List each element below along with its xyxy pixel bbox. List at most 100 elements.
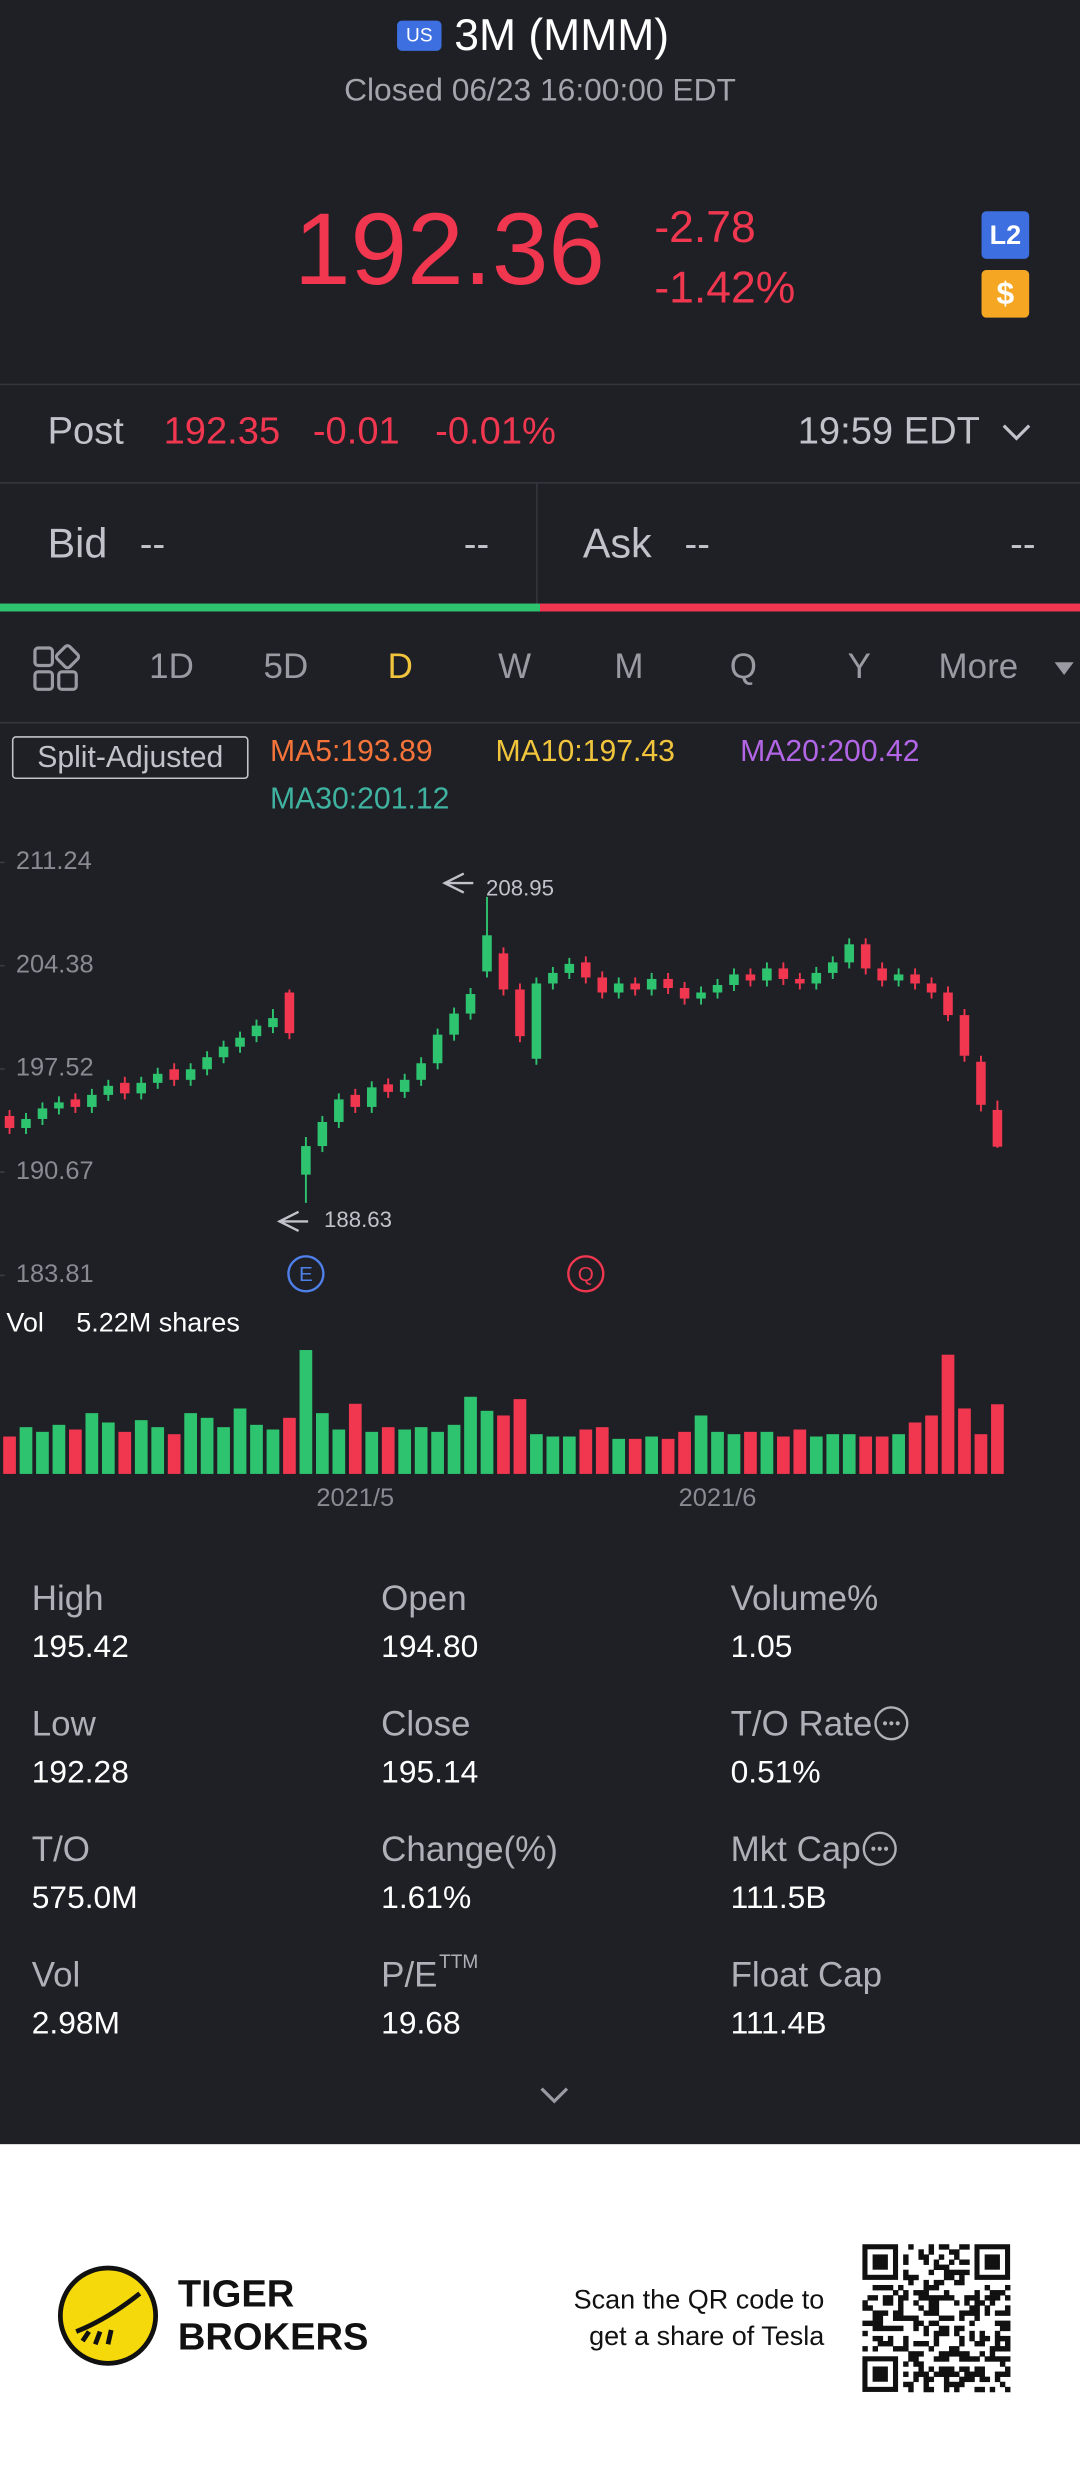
promo-line1: Scan the QR code to [574, 2285, 825, 2315]
qr-cell [948, 2259, 955, 2265]
ask-size: -- [1010, 523, 1035, 565]
tab[interactable]: Q [730, 647, 757, 686]
post-time[interactable]: 19:59 EDT [798, 411, 980, 453]
tab[interactable]: Y [848, 647, 871, 686]
volume-bar [908, 1422, 922, 1474]
l2-badge[interactable]: L2 [990, 220, 1022, 250]
layout-icon[interactable] [33, 644, 81, 691]
ma-label: MA30:201.12 [270, 782, 449, 815]
info-icon[interactable] [862, 1831, 897, 1866]
volume-bar [777, 1436, 790, 1474]
qr-cell [872, 2310, 879, 2316]
qr-cell [1005, 2346, 1011, 2352]
qr-cell [862, 2346, 868, 2352]
qr-cell [877, 2315, 884, 2321]
volume-bar [809, 1436, 823, 1474]
post-chevron[interactable] [1002, 424, 1031, 441]
qr-cell [989, 2356, 996, 2362]
tab[interactable]: 5D [264, 647, 309, 686]
y-tick-label: 190.67 [16, 1157, 94, 1185]
volume-bar [579, 1429, 593, 1474]
qr-cell [943, 2269, 950, 2276]
qr-cell [887, 2300, 894, 2306]
adjustment[interactable]: Split-Adjusted [37, 741, 223, 774]
qr-cell [933, 2284, 940, 2291]
qr-cell [999, 2325, 1006, 2332]
qr-cell [948, 2351, 955, 2357]
qr-cell [913, 2371, 919, 2377]
volume-bar [447, 1424, 461, 1474]
tab[interactable]: D [388, 647, 413, 686]
volume-bar [217, 1427, 230, 1474]
candle-body [366, 1087, 377, 1107]
candle-body [268, 1018, 278, 1028]
qr-cell [974, 2341, 980, 2347]
volume-bar [283, 1417, 296, 1474]
qr-cell [872, 2325, 879, 2332]
qr-cell [898, 2325, 904, 2332]
qr-cell [1005, 2335, 1011, 2342]
expand-chevron[interactable] [540, 2087, 569, 2104]
adjustment-box[interactable] [11, 736, 249, 780]
volume-bar [645, 1436, 659, 1474]
qr-cell [964, 2371, 970, 2377]
stat-label: Low [32, 1705, 97, 1744]
candle-body [992, 1109, 1003, 1147]
qr-cell [984, 2335, 991, 2342]
qr-cell [867, 2305, 873, 2311]
qr-cell [933, 2341, 940, 2347]
qr-cell [933, 2356, 940, 2362]
qr-cell [923, 2330, 929, 2337]
tab[interactable]: W [498, 647, 531, 686]
candle-body [827, 962, 838, 973]
qr-cell [974, 2371, 980, 2377]
event-label: Q [578, 1263, 594, 1286]
qr-cell [933, 2279, 940, 2286]
qr-cell [943, 2356, 950, 2362]
qr-cell [913, 2361, 919, 2367]
qr-cell [999, 2320, 1006, 2327]
qr-cell [943, 2315, 950, 2321]
qr-cell [903, 2341, 909, 2347]
volume-bar [974, 1434, 988, 1474]
qr-cell [938, 2330, 945, 2337]
candle-body [762, 968, 772, 981]
candle-body [4, 1115, 15, 1128]
qr-cell [999, 2381, 1006, 2388]
volume-bar [925, 1415, 938, 1474]
qr-cell [974, 2356, 980, 2362]
volume-bar [546, 1436, 560, 1474]
qr-cell [933, 2259, 940, 2265]
qr-cell [898, 2310, 904, 2316]
tab[interactable]: More [939, 647, 1019, 686]
promo-line2: get a share of Tesla [589, 2321, 825, 2351]
more-arrow[interactable] [1054, 662, 1074, 676]
candle-body [597, 977, 608, 993]
qr-cell [984, 2310, 991, 2316]
qr-cell [938, 2244, 945, 2250]
qr-cell [969, 2371, 975, 2377]
candle-body [169, 1069, 179, 1080]
qr-cell [903, 2269, 909, 2276]
candle-body [696, 992, 706, 999]
candle-body [185, 1069, 196, 1080]
qr-cell [979, 2386, 985, 2393]
currency-badge[interactable]: $ [997, 275, 1015, 311]
qr-cell [877, 2325, 884, 2332]
qr-cell [964, 2376, 970, 2383]
qr-cell [877, 2341, 884, 2347]
volume-bar [875, 1436, 889, 1474]
qr-cell [943, 2330, 950, 2337]
info-icon[interactable] [874, 1706, 909, 1741]
currency-badge-bg[interactable] [981, 270, 1030, 318]
qr-cell [1005, 2284, 1011, 2291]
qr-cell [923, 2381, 929, 2388]
info-dot [889, 1721, 894, 1726]
tab[interactable]: M [614, 647, 643, 686]
l2-badge-bg[interactable] [981, 211, 1030, 259]
volume-bar [151, 1427, 165, 1474]
volume-bar [727, 1434, 741, 1474]
volume-bar [744, 1431, 757, 1474]
tab[interactable]: 1D [149, 647, 194, 686]
qr-cell [984, 2376, 991, 2383]
